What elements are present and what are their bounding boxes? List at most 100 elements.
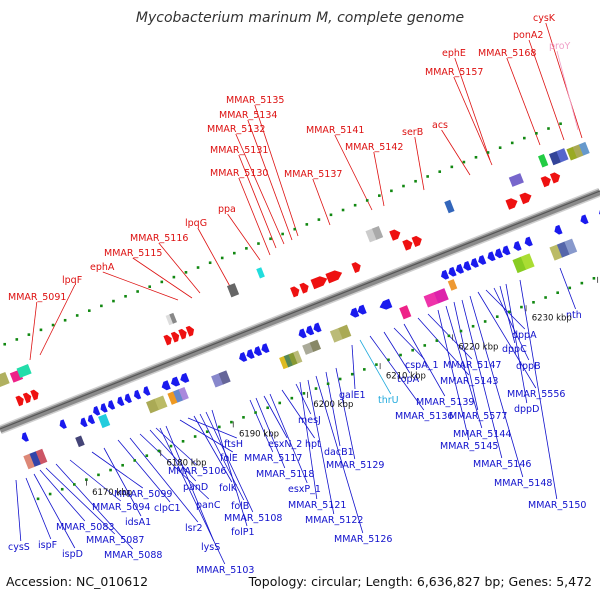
gene-label-cysk: cysK <box>533 13 556 24</box>
tick-dot <box>242 416 245 419</box>
tick-dot <box>341 208 345 212</box>
leader-line <box>441 129 471 176</box>
gene-label-gale1: galE1 <box>339 390 366 401</box>
gene-label-mmar-5150: MMAR_5150 <box>528 500 586 511</box>
kbp-tick-label: 6220 kbp <box>458 343 498 353</box>
gene-label-cyss: cysS <box>8 542 30 553</box>
tick-dot <box>121 463 124 467</box>
leader-line <box>197 227 233 291</box>
reverse-strand-features <box>21 207 600 470</box>
tick-dot <box>257 242 260 245</box>
leader-line <box>307 379 335 515</box>
tick-dot <box>411 348 414 352</box>
tick-dot <box>160 280 164 284</box>
gene-label-mmar-5106: MMAR_5106 <box>168 466 226 477</box>
kbp-tick-label: 6210 kbp <box>386 371 426 381</box>
tick-dot <box>423 344 427 347</box>
leader-line <box>315 375 364 534</box>
leader-line <box>103 447 142 517</box>
leader-line <box>403 323 446 397</box>
tick-dot <box>378 194 381 197</box>
gene-label-lpqf: lpqF <box>62 275 82 286</box>
reverse-arrow <box>180 372 190 383</box>
tick-dot <box>363 368 366 371</box>
leader-line <box>33 473 76 549</box>
forward-box <box>226 283 240 298</box>
gene-label-thru: thrU <box>378 395 399 406</box>
leader-line <box>369 335 425 411</box>
kbp-tick-label: 6170 kbp <box>92 488 132 498</box>
forward-box <box>0 371 10 388</box>
gene-label-mmar-5091: MMAR_5091 <box>8 292 66 303</box>
tick-dot <box>269 237 272 241</box>
gene-label-mmar-5146: MMAR_5146 <box>473 459 531 470</box>
leader-line <box>454 57 491 161</box>
leader-line <box>477 291 537 389</box>
gene-label-mmar-5122: MMAR_5122 <box>305 515 363 526</box>
leader-line <box>179 419 234 453</box>
reverse-arrow <box>124 393 132 404</box>
forward-arrow <box>22 392 32 404</box>
tick-dot <box>85 478 88 481</box>
gene-label-mmar-5121: MMAR_5121 <box>288 500 346 511</box>
gene-label-cspa-1: cspA_1 <box>405 360 439 371</box>
leader-line <box>506 57 541 146</box>
reverse-box <box>512 253 535 274</box>
tick-dot <box>353 203 357 207</box>
leader-line <box>383 331 411 374</box>
tick-dot <box>302 392 306 395</box>
leader-line <box>255 397 286 469</box>
backbone-edge <box>0 190 600 430</box>
tick-dot <box>278 401 282 405</box>
gene-label-ispf: ispF <box>38 540 57 551</box>
reverse-arrow <box>100 403 108 413</box>
tick-dot <box>498 146 502 149</box>
tick-dot <box>314 387 318 390</box>
leader-line <box>559 267 576 310</box>
forward-arrow <box>389 229 401 241</box>
reverse-arrow <box>448 266 457 277</box>
forward-arrow <box>540 176 551 188</box>
tick-dot <box>471 324 475 328</box>
forward-box <box>548 148 569 166</box>
forward-box <box>538 154 549 168</box>
leader-line <box>485 289 526 330</box>
reverse-box <box>146 395 168 414</box>
tick-dots <box>3 122 596 501</box>
reverse-gene-labels: cysS ispF ispD MMAR_5083 MMAR_5087 MMAR_5088 M… <box>8 267 586 576</box>
forward-box <box>16 364 32 378</box>
leader-line <box>187 417 237 439</box>
leader-line <box>295 383 312 415</box>
forward-arrow <box>402 239 413 251</box>
tick-dot <box>48 492 52 496</box>
kbp-tick-label: 6230 kbp <box>532 314 572 324</box>
tick-dot <box>230 420 233 424</box>
leader-line <box>545 22 583 139</box>
forward-arrow <box>30 389 39 401</box>
forward-arrow <box>549 172 561 184</box>
tick-dot <box>438 170 442 173</box>
reverse-arrow <box>494 248 504 259</box>
tick-dot <box>133 459 137 462</box>
tick-dot <box>196 266 200 269</box>
leader-line <box>15 479 22 542</box>
reverse-box <box>279 350 303 370</box>
gene-label-mmar-5147: MMAR_5147 <box>443 360 501 371</box>
tick-dot <box>293 227 297 231</box>
tick-dot <box>535 132 538 135</box>
gene-label-mmar-5130: MMAR_5130 <box>210 168 268 179</box>
tick-dot <box>73 483 76 486</box>
gene-label-mmar-5141: MMAR_5141 <box>306 125 364 136</box>
leader-line <box>91 451 144 489</box>
genome-title: Mycobacterium marinum M, complete genome <box>135 10 465 26</box>
tick-dot <box>510 141 514 145</box>
forward-arrow <box>299 282 309 294</box>
forward-arrow <box>325 270 343 284</box>
leader-line <box>263 395 288 439</box>
leader-line <box>414 136 425 191</box>
tick-dot <box>254 411 257 414</box>
gene-label-mmar-5148: MMAR_5148 <box>494 478 552 489</box>
kbp-scale: 6170 kbp 6180 kbp 6190 kbp 6200 kbp 6210 kbp… <box>85 276 599 498</box>
leader-line <box>102 271 179 301</box>
reverse-arrow <box>261 343 270 353</box>
